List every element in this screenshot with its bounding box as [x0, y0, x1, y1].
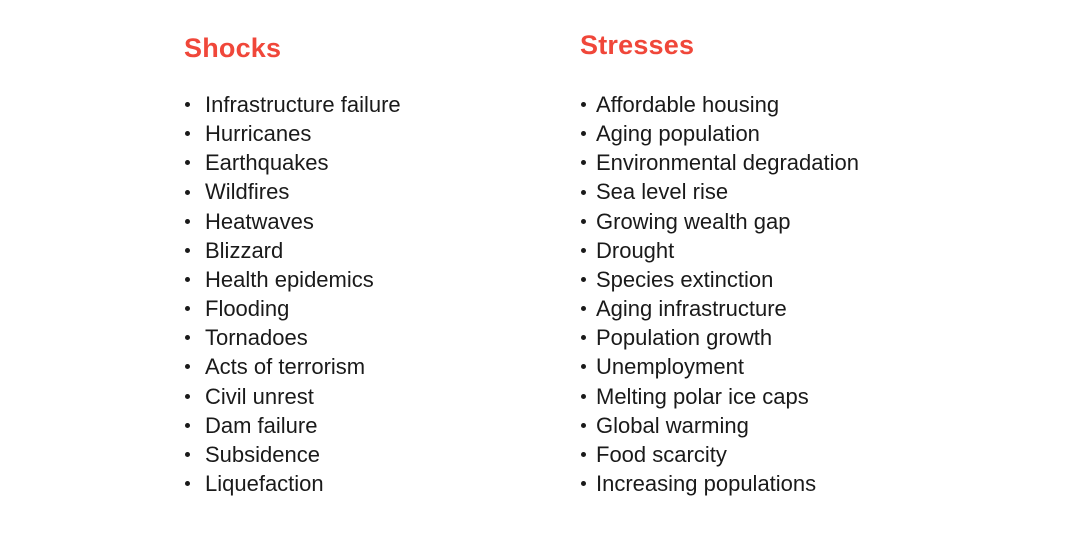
bullet-icon — [580, 119, 586, 148]
bullet-icon — [580, 294, 586, 323]
list-item-label: Hurricanes — [205, 121, 312, 147]
bullet-icon — [580, 352, 586, 381]
shocks-list-item: Hurricanes — [184, 119, 401, 148]
bullet-icon — [184, 119, 190, 148]
shocks-list-item: Earthquakes — [184, 148, 401, 177]
bullet-icon — [184, 382, 190, 411]
bullet-icon — [580, 469, 586, 498]
stresses-list-item: Unemployment — [580, 352, 859, 381]
stresses-list-item: Affordable housing — [580, 90, 859, 119]
list-item-label: Food scarcity — [596, 441, 727, 467]
shocks-list-item: Civil unrest — [184, 382, 401, 411]
list-item-label: Earthquakes — [205, 150, 329, 176]
list-item-label: Health epidemics — [205, 266, 374, 292]
stresses-list-item: Species extinction — [580, 265, 859, 294]
list-item-label: Species extinction — [596, 266, 774, 292]
bullet-icon — [184, 207, 190, 236]
list-item-label: Global warming — [596, 412, 749, 438]
stresses-list-item: Melting polar ice caps — [580, 382, 859, 411]
list-item-label: Affordable housing — [596, 92, 780, 117]
bullet-icon — [580, 265, 586, 294]
stresses-list-item: Global warming — [580, 411, 859, 440]
list-item-label: Flooding — [205, 296, 290, 322]
list-item-label: Melting polar ice caps — [596, 383, 809, 409]
bullet-icon — [184, 148, 190, 177]
stresses-list-item: Aging population — [580, 119, 859, 148]
stresses-list-item: Sea level rise — [580, 177, 859, 206]
bullet-icon — [580, 323, 586, 352]
bullet-icon — [580, 411, 586, 440]
bullet-icon — [184, 411, 190, 440]
list-item-label: Environmental degradation — [596, 150, 859, 176]
bullet-icon — [580, 207, 586, 236]
bullet-icon — [184, 90, 190, 119]
stresses-list-item: Population growth — [580, 323, 859, 352]
bullet-icon — [184, 440, 190, 469]
bullet-icon — [184, 294, 190, 323]
shocks-list-item: Health epidemics — [184, 265, 401, 294]
list-item-label: Tornadoes — [205, 325, 308, 351]
bullet-icon — [184, 177, 190, 206]
stresses-column: Stresses Affordable housing Aging populat… — [580, 29, 859, 498]
list-item-label: Wildfires — [205, 179, 290, 205]
stresses-list-item: Food scarcity — [580, 440, 859, 469]
list-item-label: Dam failure — [205, 412, 318, 438]
shocks-list-item: Flooding — [184, 294, 401, 323]
list-item-label: Growing wealth gap — [596, 208, 791, 234]
stresses-list-item: Aging infrastructure — [580, 294, 859, 323]
list-item-label: Sea level rise — [596, 179, 729, 205]
list-item-label: Increasing populations — [596, 471, 817, 497]
list-item-label: Aging population — [596, 121, 760, 147]
bullet-icon — [580, 148, 586, 177]
list-item-label: Heatwaves — [205, 208, 314, 234]
shocks-list-item: Wildfires — [184, 177, 401, 206]
stresses-heading: Stresses — [580, 30, 695, 60]
shocks-heading: Shocks — [184, 33, 282, 63]
bullet-icon — [184, 469, 190, 498]
list-item-label: Population growth — [596, 325, 773, 351]
shocks-column: Shocks Infrastructure failure Hurricanes E… — [184, 32, 401, 498]
list-item-label: Unemployment — [596, 354, 744, 380]
list-item-label: Liquefaction — [205, 471, 324, 497]
shocks-list-item: Blizzard — [184, 236, 401, 265]
shocks-list-item: Subsidence — [184, 440, 401, 469]
list-item-label: Infrastructure failure — [205, 92, 401, 117]
stresses-list: Affordable housing Aging population Enviro… — [580, 90, 859, 498]
shocks-list-item: Tornadoes — [184, 323, 401, 352]
list-item-label: Aging infrastructure — [596, 296, 787, 322]
stresses-list-item: Increasing populations — [580, 469, 859, 498]
shocks-list-item: Acts of terrorism — [184, 352, 401, 381]
stresses-list-item: Drought — [580, 236, 859, 265]
shocks-list-item: Heatwaves — [184, 207, 401, 236]
list-item-label: Acts of terrorism — [205, 354, 366, 380]
shocks-list-item: Liquefaction — [184, 469, 401, 498]
shocks-list-item: Infrastructure failure — [184, 90, 401, 119]
bullet-icon — [184, 323, 190, 352]
list-item-label: Drought — [596, 237, 675, 263]
bullet-icon — [184, 265, 190, 294]
stresses-list-item: Growing wealth gap — [580, 207, 859, 236]
bullet-icon — [580, 177, 586, 206]
bullet-icon — [580, 236, 586, 265]
shocks-list-item: Dam failure — [184, 411, 401, 440]
list-item-label: Subsidence — [205, 441, 320, 467]
shocks-list: Infrastructure failure Hurricanes Earthqua… — [184, 90, 401, 498]
bullet-icon — [580, 440, 586, 469]
bullet-icon — [580, 382, 586, 411]
list-item-label: Blizzard — [205, 237, 284, 263]
bullet-icon — [184, 236, 190, 265]
bullet-icon — [580, 90, 586, 119]
bullet-icon — [184, 352, 190, 381]
list-item-label: Civil unrest — [205, 383, 314, 409]
stresses-list-item: Environmental degradation — [580, 148, 859, 177]
